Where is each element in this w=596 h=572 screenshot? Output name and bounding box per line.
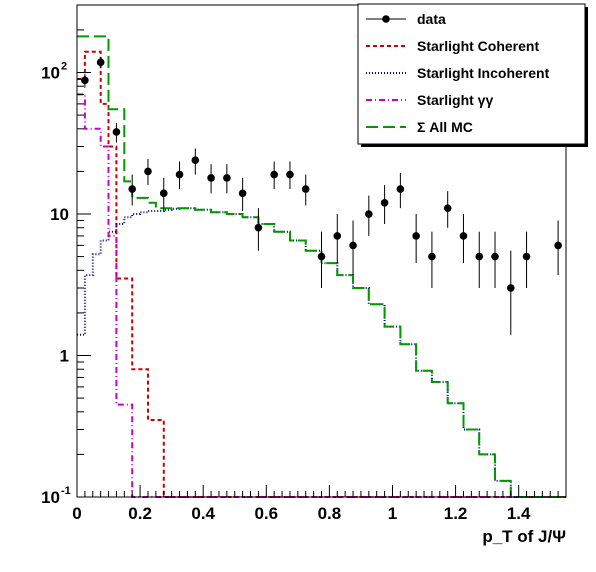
y-tick-exponent: -1 [61, 485, 71, 497]
legend-label: Starlight γγ [417, 92, 493, 108]
x-tick-label: 1 [388, 504, 397, 523]
legend-label: Σ All MC [417, 119, 473, 135]
x-tick-label: 0.2 [128, 504, 152, 523]
starlight-incoherent-histogram [77, 207, 566, 498]
y-tick-label: 1 [60, 347, 69, 366]
data-point [475, 252, 484, 261]
data-point [349, 241, 357, 250]
data-point [223, 174, 231, 182]
data-point [144, 167, 152, 176]
x-tick-label: 0.6 [254, 504, 278, 523]
data-point [128, 185, 137, 193]
y-tick-exponent: 2 [61, 61, 67, 73]
x-tick-label: 1.4 [507, 504, 531, 523]
data-point [254, 223, 263, 232]
y-tick-label: 10 [50, 205, 69, 224]
data-point [96, 58, 105, 67]
y-tick-label: 10 [41, 488, 60, 507]
data-point [365, 210, 373, 218]
legend-marker-data [382, 15, 390, 23]
x-tick-label: 1.2 [444, 504, 468, 523]
data-point [317, 252, 326, 261]
data-point [270, 170, 278, 179]
data-point [380, 199, 389, 207]
legend: data Starlight Coherent Starlight Incohere… [357, 3, 588, 147]
data-point [175, 170, 184, 179]
x-tick-label: 0.4 [191, 504, 215, 523]
data-point [159, 189, 168, 198]
all-mc-histogram [77, 35, 566, 498]
y-tick-label: 10 [41, 64, 60, 83]
legend-box [357, 3, 586, 145]
data-point [491, 252, 499, 261]
data-point [554, 241, 562, 250]
x-tick-label: 0 [72, 504, 81, 523]
legend-label: Starlight Coherent [417, 38, 539, 54]
data-point [191, 156, 200, 165]
data-point [81, 76, 89, 85]
data-point [301, 185, 310, 193]
data-point [112, 128, 121, 136]
data-point [396, 185, 405, 193]
x-tick-label: 0.8 [318, 504, 342, 523]
data-point [459, 232, 468, 240]
data-point [412, 232, 420, 240]
x-axis-title: p_T of J/Ψ [482, 527, 566, 546]
legend-label: Starlight Incoherent [417, 65, 550, 81]
data-point [333, 232, 342, 240]
legend-label: data [417, 11, 446, 27]
data-point [522, 252, 531, 261]
data-point [428, 252, 436, 261]
data-point [506, 284, 515, 292]
data-point [238, 189, 247, 198]
data-point [207, 174, 215, 182]
data-point [443, 204, 452, 212]
data-point [286, 170, 294, 179]
